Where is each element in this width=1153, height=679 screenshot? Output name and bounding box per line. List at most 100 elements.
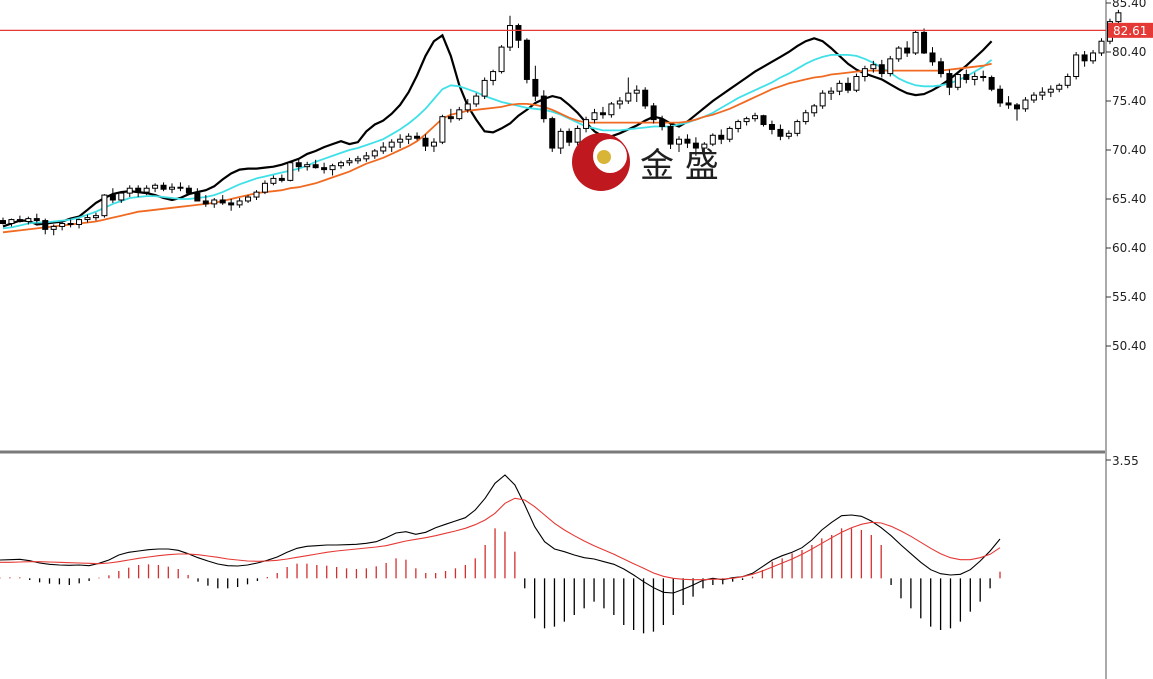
candle bbox=[236, 198, 243, 208]
candle-body-up bbox=[354, 158, 361, 162]
candle-body-up bbox=[726, 127, 733, 140]
candle bbox=[92, 212, 99, 221]
candle bbox=[912, 30, 919, 55]
candle-body-up bbox=[794, 121, 801, 134]
candle bbox=[312, 159, 319, 169]
candle-body-down bbox=[185, 187, 192, 194]
price-axis-tick-label: 80.40 bbox=[1112, 45, 1146, 59]
candle-body-down bbox=[447, 116, 454, 120]
candle bbox=[295, 159, 302, 172]
candle-body-down bbox=[845, 82, 851, 91]
ma-fast-line bbox=[2, 33, 993, 228]
candle-body-up bbox=[828, 90, 835, 94]
candle bbox=[42, 218, 49, 235]
candle-body-down bbox=[599, 112, 606, 116]
candle-body-down bbox=[718, 134, 725, 140]
candle bbox=[718, 129, 725, 145]
candle-body-up bbox=[1022, 99, 1029, 110]
candle-body-down bbox=[16, 219, 23, 223]
candle-body-up bbox=[473, 95, 480, 105]
candle-body-down bbox=[295, 162, 302, 168]
candle bbox=[811, 103, 818, 117]
candle bbox=[709, 133, 716, 147]
candle bbox=[118, 191, 125, 203]
candle bbox=[143, 185, 150, 196]
price-axis-tick-label: 50.40 bbox=[1112, 339, 1146, 353]
candle-body-down bbox=[177, 186, 184, 189]
candle bbox=[523, 38, 530, 84]
candle bbox=[625, 77, 632, 104]
ma-mid-line bbox=[2, 54, 993, 230]
candle-body-down bbox=[997, 88, 1004, 104]
candle-body-down bbox=[321, 167, 328, 171]
candle bbox=[202, 195, 209, 207]
candle-body-down bbox=[904, 47, 911, 54]
candle-body-down bbox=[194, 192, 201, 202]
candle-body-down bbox=[1014, 104, 1020, 110]
candle-body-up bbox=[1047, 88, 1054, 93]
candle bbox=[853, 73, 860, 93]
candle bbox=[929, 47, 936, 66]
candle bbox=[963, 69, 970, 84]
candle bbox=[650, 102, 657, 124]
candle bbox=[50, 224, 57, 236]
candle-body-up bbox=[701, 143, 708, 149]
candle bbox=[777, 124, 784, 141]
candle-body-up bbox=[253, 191, 260, 198]
candle-body-up bbox=[371, 150, 378, 157]
watermark-logo: 金 盛 bbox=[572, 133, 719, 191]
candle bbox=[261, 180, 268, 195]
candle bbox=[549, 116, 556, 152]
candle bbox=[540, 90, 547, 123]
candle-body-down bbox=[0, 220, 6, 224]
candle-body-up bbox=[1030, 94, 1037, 101]
candle bbox=[616, 97, 623, 109]
candle-body-up bbox=[735, 121, 742, 129]
candle-body-down bbox=[946, 73, 953, 88]
candle bbox=[329, 163, 336, 176]
candle-body-down bbox=[937, 61, 944, 75]
macd-axis: 3.55 bbox=[1106, 454, 1139, 468]
ma-slow-line bbox=[2, 62, 992, 234]
candle bbox=[397, 134, 404, 149]
candle-body-up bbox=[785, 132, 792, 137]
candle bbox=[642, 87, 649, 109]
candle-body-up bbox=[836, 82, 843, 92]
candle bbox=[59, 221, 66, 231]
candle bbox=[659, 115, 666, 131]
candle-body-up bbox=[59, 223, 66, 227]
macd-signal-line bbox=[0, 497, 1001, 581]
candle-body-up bbox=[895, 47, 902, 60]
candle-body-down bbox=[278, 177, 285, 181]
candle-body-up bbox=[143, 187, 150, 193]
candle-body-down bbox=[422, 137, 429, 147]
candle-body-down bbox=[109, 194, 116, 201]
candle bbox=[278, 174, 285, 183]
candle-body-up bbox=[676, 138, 682, 145]
candle-body-up bbox=[84, 217, 91, 221]
candle bbox=[354, 155, 361, 164]
candle-body-up bbox=[363, 155, 370, 160]
candle bbox=[515, 23, 522, 49]
candle-body-down bbox=[1005, 102, 1012, 106]
price-axis: 85.40 80.40 75.40 70.40 65.40 60.40 55.40 50.40 bbox=[1106, 0, 1146, 353]
candle bbox=[304, 161, 311, 171]
candle-body-down bbox=[219, 199, 226, 204]
candle-body-up bbox=[101, 194, 108, 217]
candle-body-up bbox=[1073, 54, 1080, 77]
candle bbox=[591, 108, 598, 124]
candle bbox=[422, 134, 429, 151]
candle bbox=[971, 72, 978, 86]
candle bbox=[126, 185, 133, 198]
candle bbox=[599, 106, 606, 119]
candle-body-down bbox=[980, 76, 987, 78]
candle bbox=[676, 136, 682, 152]
candle bbox=[768, 120, 775, 135]
candle-body-up bbox=[152, 184, 159, 189]
logo-gold-dot bbox=[597, 150, 611, 164]
candle-body-up bbox=[498, 46, 505, 73]
candle bbox=[1098, 38, 1105, 56]
candle-body-down bbox=[768, 124, 775, 130]
candle bbox=[414, 132, 421, 141]
candle-body-up bbox=[819, 92, 826, 107]
